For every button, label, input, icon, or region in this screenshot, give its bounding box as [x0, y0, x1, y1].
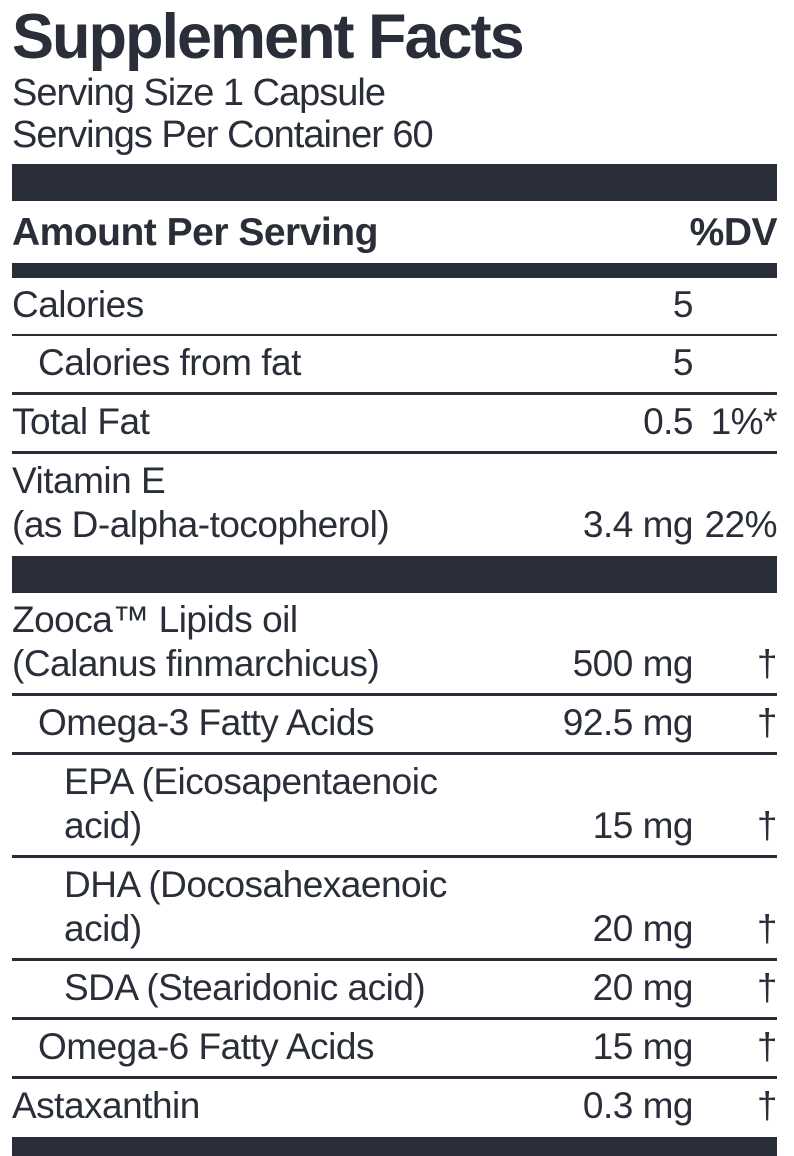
- nutrient-name-line2: (Calanus finmarchicus): [12, 643, 380, 684]
- row-separator: [12, 855, 777, 858]
- row-separator: [12, 1017, 777, 1020]
- nutrient-amount: 5: [672, 284, 694, 325]
- nutrient-dv: †: [756, 1085, 778, 1126]
- nutrient-name: Total Fat: [12, 401, 150, 442]
- row-separator: [12, 752, 777, 755]
- nutrient-dv: †: [756, 908, 778, 949]
- serving-size-line: Serving Size 1 Capsule: [12, 72, 386, 114]
- nutrient-amount: 20 mg: [592, 908, 694, 949]
- nutrient-name: Calories: [12, 284, 144, 325]
- column-header-row: Amount Per Serving %DV: [12, 201, 778, 263]
- nutrient-dv: †: [756, 967, 778, 1008]
- row-dha: DHA (Docosahexaenoic acid) 20 mg †: [12, 858, 778, 958]
- row-calories: Calories 5: [12, 278, 777, 334]
- nutrient-name: Zooca™ Lipids oil (Calanus finmarchicus): [12, 598, 523, 686]
- nutrient-amount: 20 mg: [592, 967, 694, 1008]
- row-omega-6-fatty-acids: Omega-6 Fatty Acids 15 mg †: [12, 1020, 778, 1076]
- column-header-amount-per-serving: Amount Per Serving: [12, 211, 378, 254]
- nutrient-dv: 22%: [704, 504, 777, 545]
- bottom-edge-bar: [12, 1145, 777, 1156]
- row-vitamin-e: Vitamin E (as D-alpha-tocopherol) 3.4 mg…: [12, 454, 778, 554]
- nutrient-dv: 1%*: [710, 401, 778, 442]
- nutrient-amount: 15 mg: [592, 1026, 694, 1067]
- nutrient-name: Astaxanthin: [12, 1085, 200, 1126]
- nutrient-name: EPA (Eicosapentaenoic acid): [64, 761, 438, 846]
- header-underline-bar: [12, 263, 777, 278]
- row-separator: [12, 451, 777, 454]
- row-separator: [12, 693, 777, 696]
- nutrient-amount: 0.3 mg: [582, 1085, 694, 1126]
- row-separator: [12, 958, 777, 961]
- nutrient-name-line1: Vitamin E: [12, 460, 166, 501]
- nutrient-dv: †: [756, 643, 778, 684]
- nutrient-amount: 500 mg: [572, 643, 694, 684]
- nutrient-amount: 3.4 mg: [582, 504, 694, 545]
- row-astaxanthin: Astaxanthin 0.3 mg †: [12, 1079, 778, 1135]
- row-sda: SDA (Stearidonic acid) 20 mg †: [12, 961, 778, 1017]
- nutrient-dv: †: [756, 805, 778, 846]
- nutrient-name: Vitamin E (as D-alpha-tocopherol): [12, 459, 523, 547]
- row-omega-3-fatty-acids: Omega-3 Fatty Acids 92.5 mg †: [12, 696, 778, 752]
- row-separator: [12, 1076, 777, 1079]
- nutrient-amount: 15 mg: [592, 805, 694, 846]
- nutrient-dv: †: [756, 1026, 778, 1067]
- nutrient-amount: 92.5 mg: [562, 702, 694, 743]
- panel-title: Supplement Facts: [12, 2, 525, 72]
- section-divider-top: [12, 164, 777, 201]
- nutrient-name: DHA (Docosahexaenoic acid): [64, 864, 447, 949]
- row-calories-from-fat: Calories from fat 5: [12, 336, 777, 392]
- row-separator: [12, 392, 777, 395]
- nutrient-name: Omega-3 Fatty Acids: [38, 702, 374, 743]
- row-separator: [12, 334, 777, 336]
- nutrient-name: Calories from fat: [38, 342, 301, 383]
- row-total-fat: Total Fat 0.5 1%*: [12, 395, 778, 451]
- servings-per-container-line: Servings Per Container 60: [12, 114, 434, 156]
- nutrient-name-line1: Zooca™ Lipids oil: [12, 599, 298, 640]
- row-zooca-lipids-oil: Zooca™ Lipids oil (Calanus finmarchicus)…: [12, 593, 778, 693]
- nutrient-dv: †: [756, 702, 778, 743]
- nutrient-amount: 5: [672, 342, 694, 383]
- nutrient-name: Omega-6 Fatty Acids: [38, 1026, 374, 1067]
- nutrient-name-line2: (as D-alpha-tocopherol): [12, 504, 390, 545]
- row-epa: EPA (Eicosapentaenoic acid) 15 mg †: [12, 755, 778, 855]
- column-header-dv: %DV: [689, 211, 778, 254]
- nutrient-name: SDA (Stearidonic acid): [64, 967, 426, 1008]
- nutrient-amount: 0.5: [643, 401, 693, 442]
- section-divider-ingredients: [12, 556, 777, 593]
